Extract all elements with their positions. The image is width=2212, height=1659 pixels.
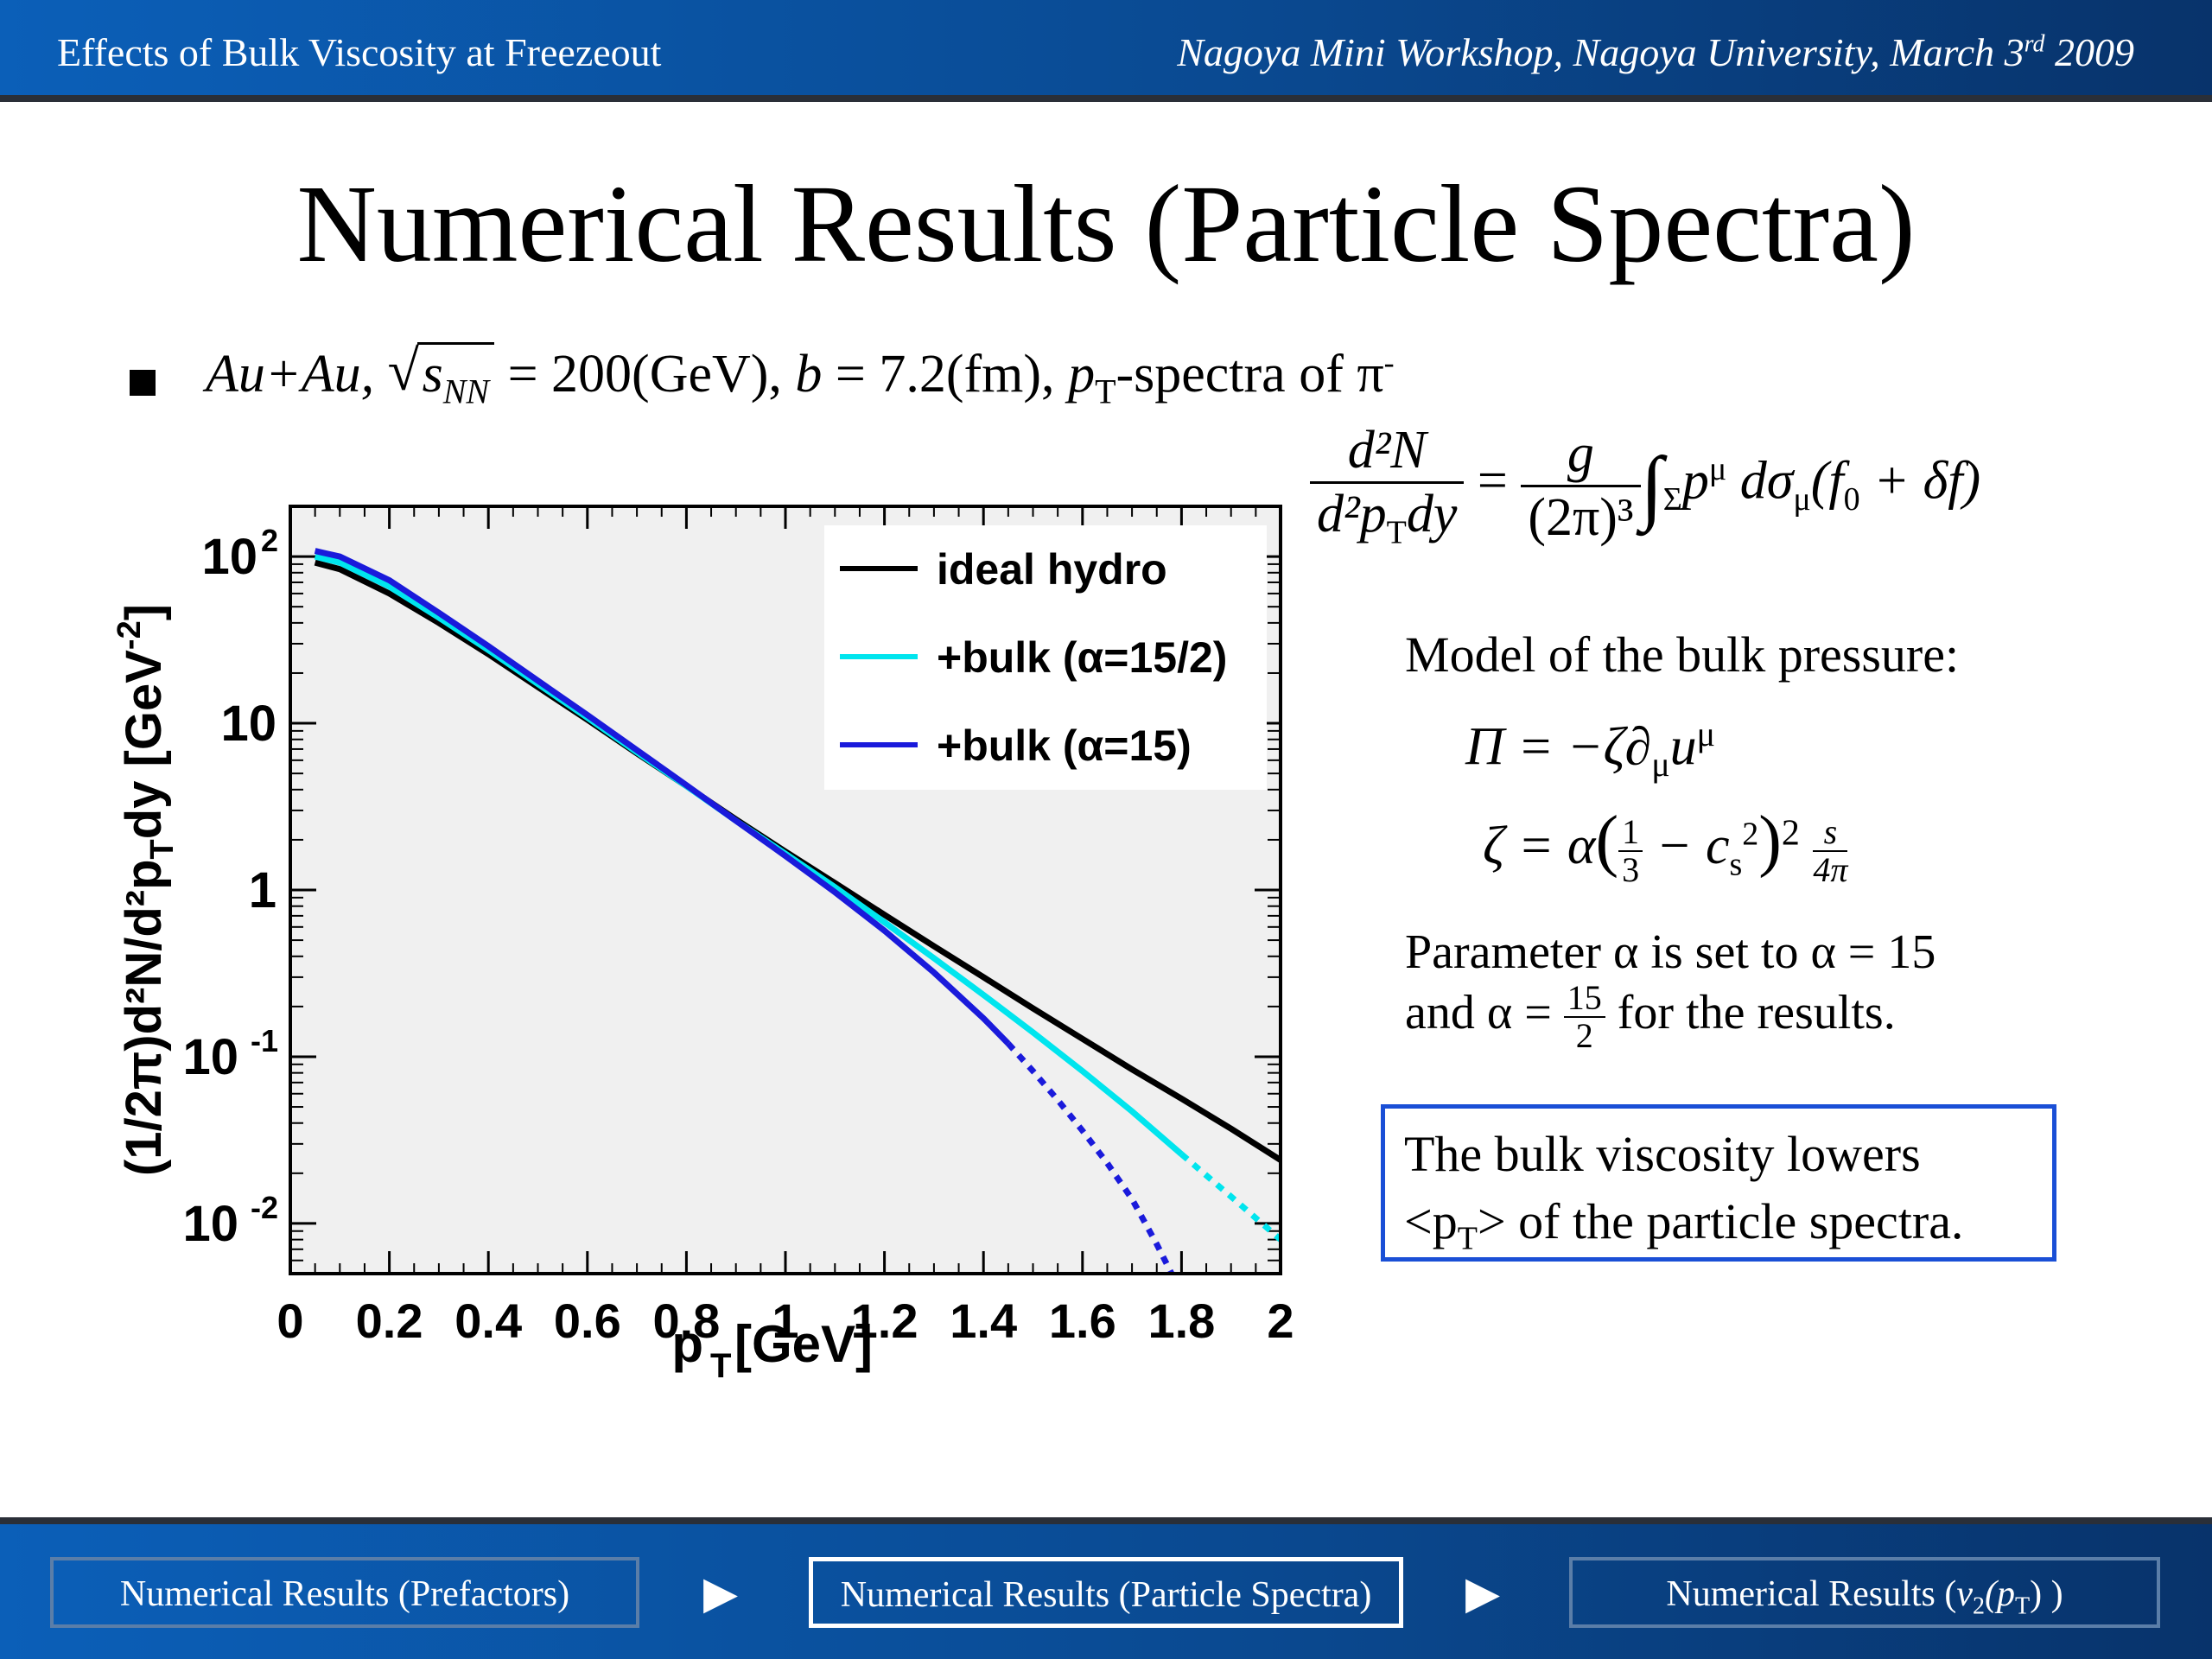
legend-label-0: ideal hydro — [937, 545, 1167, 594]
nav-current-button[interactable]: Numerical Results (Particle Spectra) — [809, 1557, 1403, 1628]
parameter-line-2: and α = 15 2 for the results. — [1405, 978, 1896, 1055]
y-tick-label: 10 — [220, 696, 276, 752]
bullet-square-icon — [130, 370, 156, 396]
parameter-line-1: Parameter α is set to α = 15 — [1405, 925, 1936, 979]
spectrum-formula: d²N d²pTdy = g (2π)³ ∫Σpμ dσμ(f0 + δf) — [1310, 420, 1980, 551]
y-tick-label: 10 — [201, 529, 257, 585]
x-tick-label: 2 — [1267, 1294, 1294, 1348]
x-axis-label-sub: T — [710, 1347, 731, 1385]
nav-prev-button[interactable]: Numerical Results (Prefactors) — [50, 1557, 639, 1628]
y-tick-label: 1 — [249, 862, 276, 918]
x-tick-label: 1.2 — [851, 1294, 918, 1348]
y-tick-exponent: -2 — [251, 1190, 278, 1225]
series-dashed-1 — [1179, 1152, 1281, 1243]
y-axis-label-group: (1/2π)d²N/d²pTdy [GeV-2] — [111, 604, 181, 1176]
x-axis-label: p — [671, 1315, 703, 1373]
plot-frame — [289, 505, 1282, 1275]
conclusion-box: The bulk viscosity lowers <pT> of the pa… — [1381, 1104, 2056, 1262]
slide-title: Numerical Results (Particle Spectra) — [296, 162, 1916, 285]
zeta-equation: ζ = α(1 3 − cs2)2 s 4π — [1483, 803, 1848, 889]
legend-label-1: +bulk (α=15/2) — [937, 633, 1227, 682]
nav-next-button[interactable]: Numerical Results (v2(pT) ) — [1569, 1557, 2160, 1628]
x-tick-label: 0 — [276, 1294, 303, 1348]
conclusion-line-2: <pT> of the particle spectra. — [1404, 1193, 1964, 1257]
x-tick-label: 1.8 — [1147, 1294, 1215, 1348]
x-tick-label: 1.4 — [950, 1294, 1017, 1348]
series-line-2 — [314, 548, 1011, 1046]
y-tick-label: 10 — [182, 1196, 238, 1252]
pi-equation: Π = −ζ∂μuμ — [1465, 715, 1716, 785]
x-tick-label: 0.4 — [454, 1294, 522, 1348]
workshop-info: Nagoya Mini Workshop, Nagoya University,… — [1177, 30, 2134, 74]
model-heading: Model of the bulk pressure: — [1405, 626, 1960, 683]
footer-nav: Numerical Results (Prefactors) ▶ Numeric… — [0, 1517, 2212, 1659]
x-tick-label: 0.2 — [356, 1294, 423, 1348]
y-tick-exponent: -1 — [251, 1023, 278, 1058]
conclusion-line-1: The bulk viscosity lowers — [1404, 1126, 1921, 1182]
x-tick-label: 1.6 — [1049, 1294, 1116, 1348]
x-axis-unit: [GeV] — [734, 1315, 873, 1373]
x-tick-label: 1 — [772, 1294, 798, 1348]
header-bar: Effects of Bulk Viscosity at Freezeout N… — [0, 0, 2212, 102]
nav-arrow-icon: ▶ — [703, 1567, 738, 1619]
y-tick-label: 10 — [182, 1029, 238, 1085]
y-axis-label: (1/2π)d²N/d²pTdy [GeV-2] — [111, 604, 181, 1176]
legend-label-2: +bulk (α=15) — [937, 721, 1192, 770]
y-tick-exponent: 2 — [261, 523, 278, 558]
bullet-text: Au+Au, √ sNN = 200(GeV), b = 7.2(fm), pT-… — [206, 340, 1395, 411]
presentation-title: Effects of Bulk Viscosity at Freezeout — [57, 30, 662, 74]
x-tick-label: 0.6 — [554, 1294, 621, 1348]
nav-arrow-icon: ▶ — [1465, 1567, 1500, 1619]
x-tick-label: 0.8 — [652, 1294, 720, 1348]
